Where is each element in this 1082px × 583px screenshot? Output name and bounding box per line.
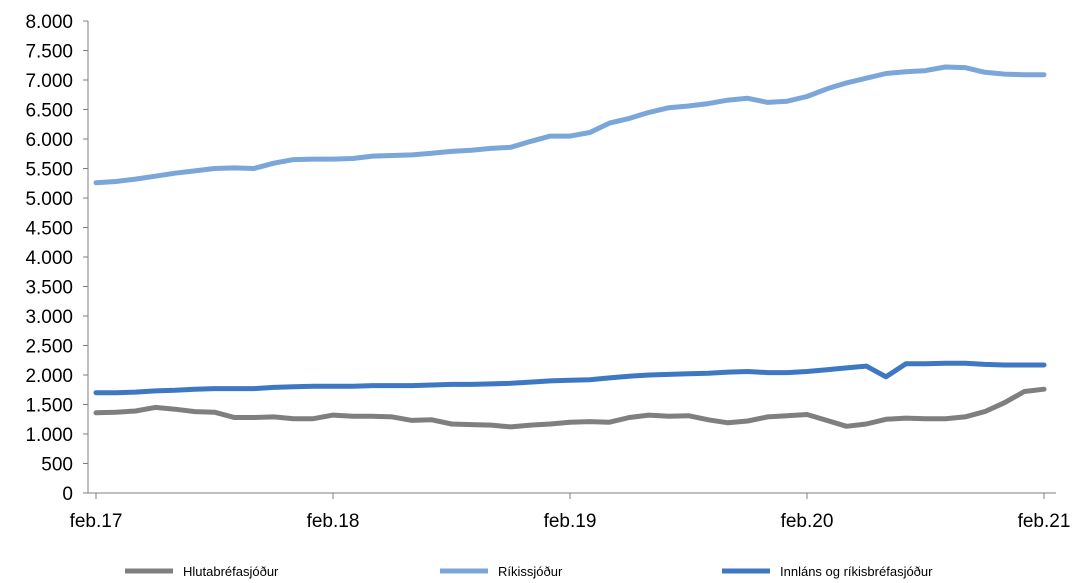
x-tick-group: feb.17 feb.18 feb.19 feb.20 feb.21: [70, 493, 1071, 532]
legend-label: Ríkissjóður: [498, 564, 563, 579]
series-line-3: [93, 360, 1047, 396]
series-line-1: [93, 386, 1047, 430]
y-tick-label: 2.500: [25, 337, 73, 358]
y-tick-label: 500: [41, 455, 73, 476]
y-tick-label: 2.000: [25, 366, 73, 387]
x-tick-label: feb.21: [1018, 511, 1071, 532]
y-tick-label: 3.500: [25, 278, 73, 299]
x-tick-label: feb.18: [307, 511, 360, 532]
y-tick-label: 5.500: [25, 160, 73, 181]
y-tick-label: 0: [62, 484, 73, 505]
legend-label: Hlutabréfasjóður: [183, 564, 279, 579]
y-tick-label: 1.500: [25, 396, 73, 417]
y-tick-group: 0 500 1.000 1.500 2.000 2.500 3.000 3.500 4.000 4…: [25, 12, 88, 505]
series-line-2: [93, 64, 1047, 186]
legend: Hlutabréfasjóður Ríkissjóður Innláns og rí…: [125, 564, 933, 579]
x-tick-label: feb.19: [544, 511, 597, 532]
y-tick-label: 6.000: [25, 130, 73, 151]
series-group: [93, 64, 1047, 430]
y-tick-label: 1.000: [25, 425, 73, 446]
x-tick-label: feb.20: [781, 511, 834, 532]
y-tick-label: 3.000: [25, 307, 73, 328]
x-tick-label: feb.17: [70, 511, 123, 532]
y-tick-label: 5.000: [25, 189, 73, 210]
y-tick-label: 6.500: [25, 101, 73, 122]
y-tick-label: 4.500: [25, 219, 73, 240]
y-tick-label: 8.000: [25, 12, 73, 33]
y-tick-label: 7.000: [25, 71, 73, 92]
y-tick-label: 4.000: [25, 248, 73, 269]
legend-label: Innláns og ríkisbréfasjóður: [780, 564, 933, 579]
y-tick-label: 7.500: [25, 42, 73, 63]
